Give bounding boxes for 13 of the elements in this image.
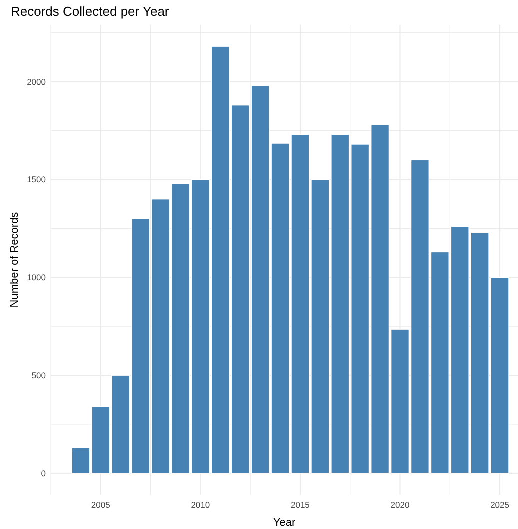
- x-tick-label: 2010: [191, 500, 210, 510]
- x-tick-label: 2005: [91, 500, 111, 510]
- y-tick-label: 1500: [27, 174, 46, 185]
- y-axis-title: Number of Records: [9, 212, 21, 308]
- y-tick-label: 0: [41, 468, 46, 478]
- y-tick-label: 500: [32, 370, 46, 381]
- chart-title: Records Collected per Year: [11, 4, 170, 19]
- x-tick-label: 2015: [291, 500, 310, 510]
- x-tick-label: 2020: [390, 500, 410, 510]
- y-tick-label: 1000: [27, 272, 46, 283]
- x-axis-title: Year: [273, 517, 296, 529]
- x-tick-label: 2025: [490, 500, 510, 510]
- y-tick-label: 2000: [27, 76, 46, 87]
